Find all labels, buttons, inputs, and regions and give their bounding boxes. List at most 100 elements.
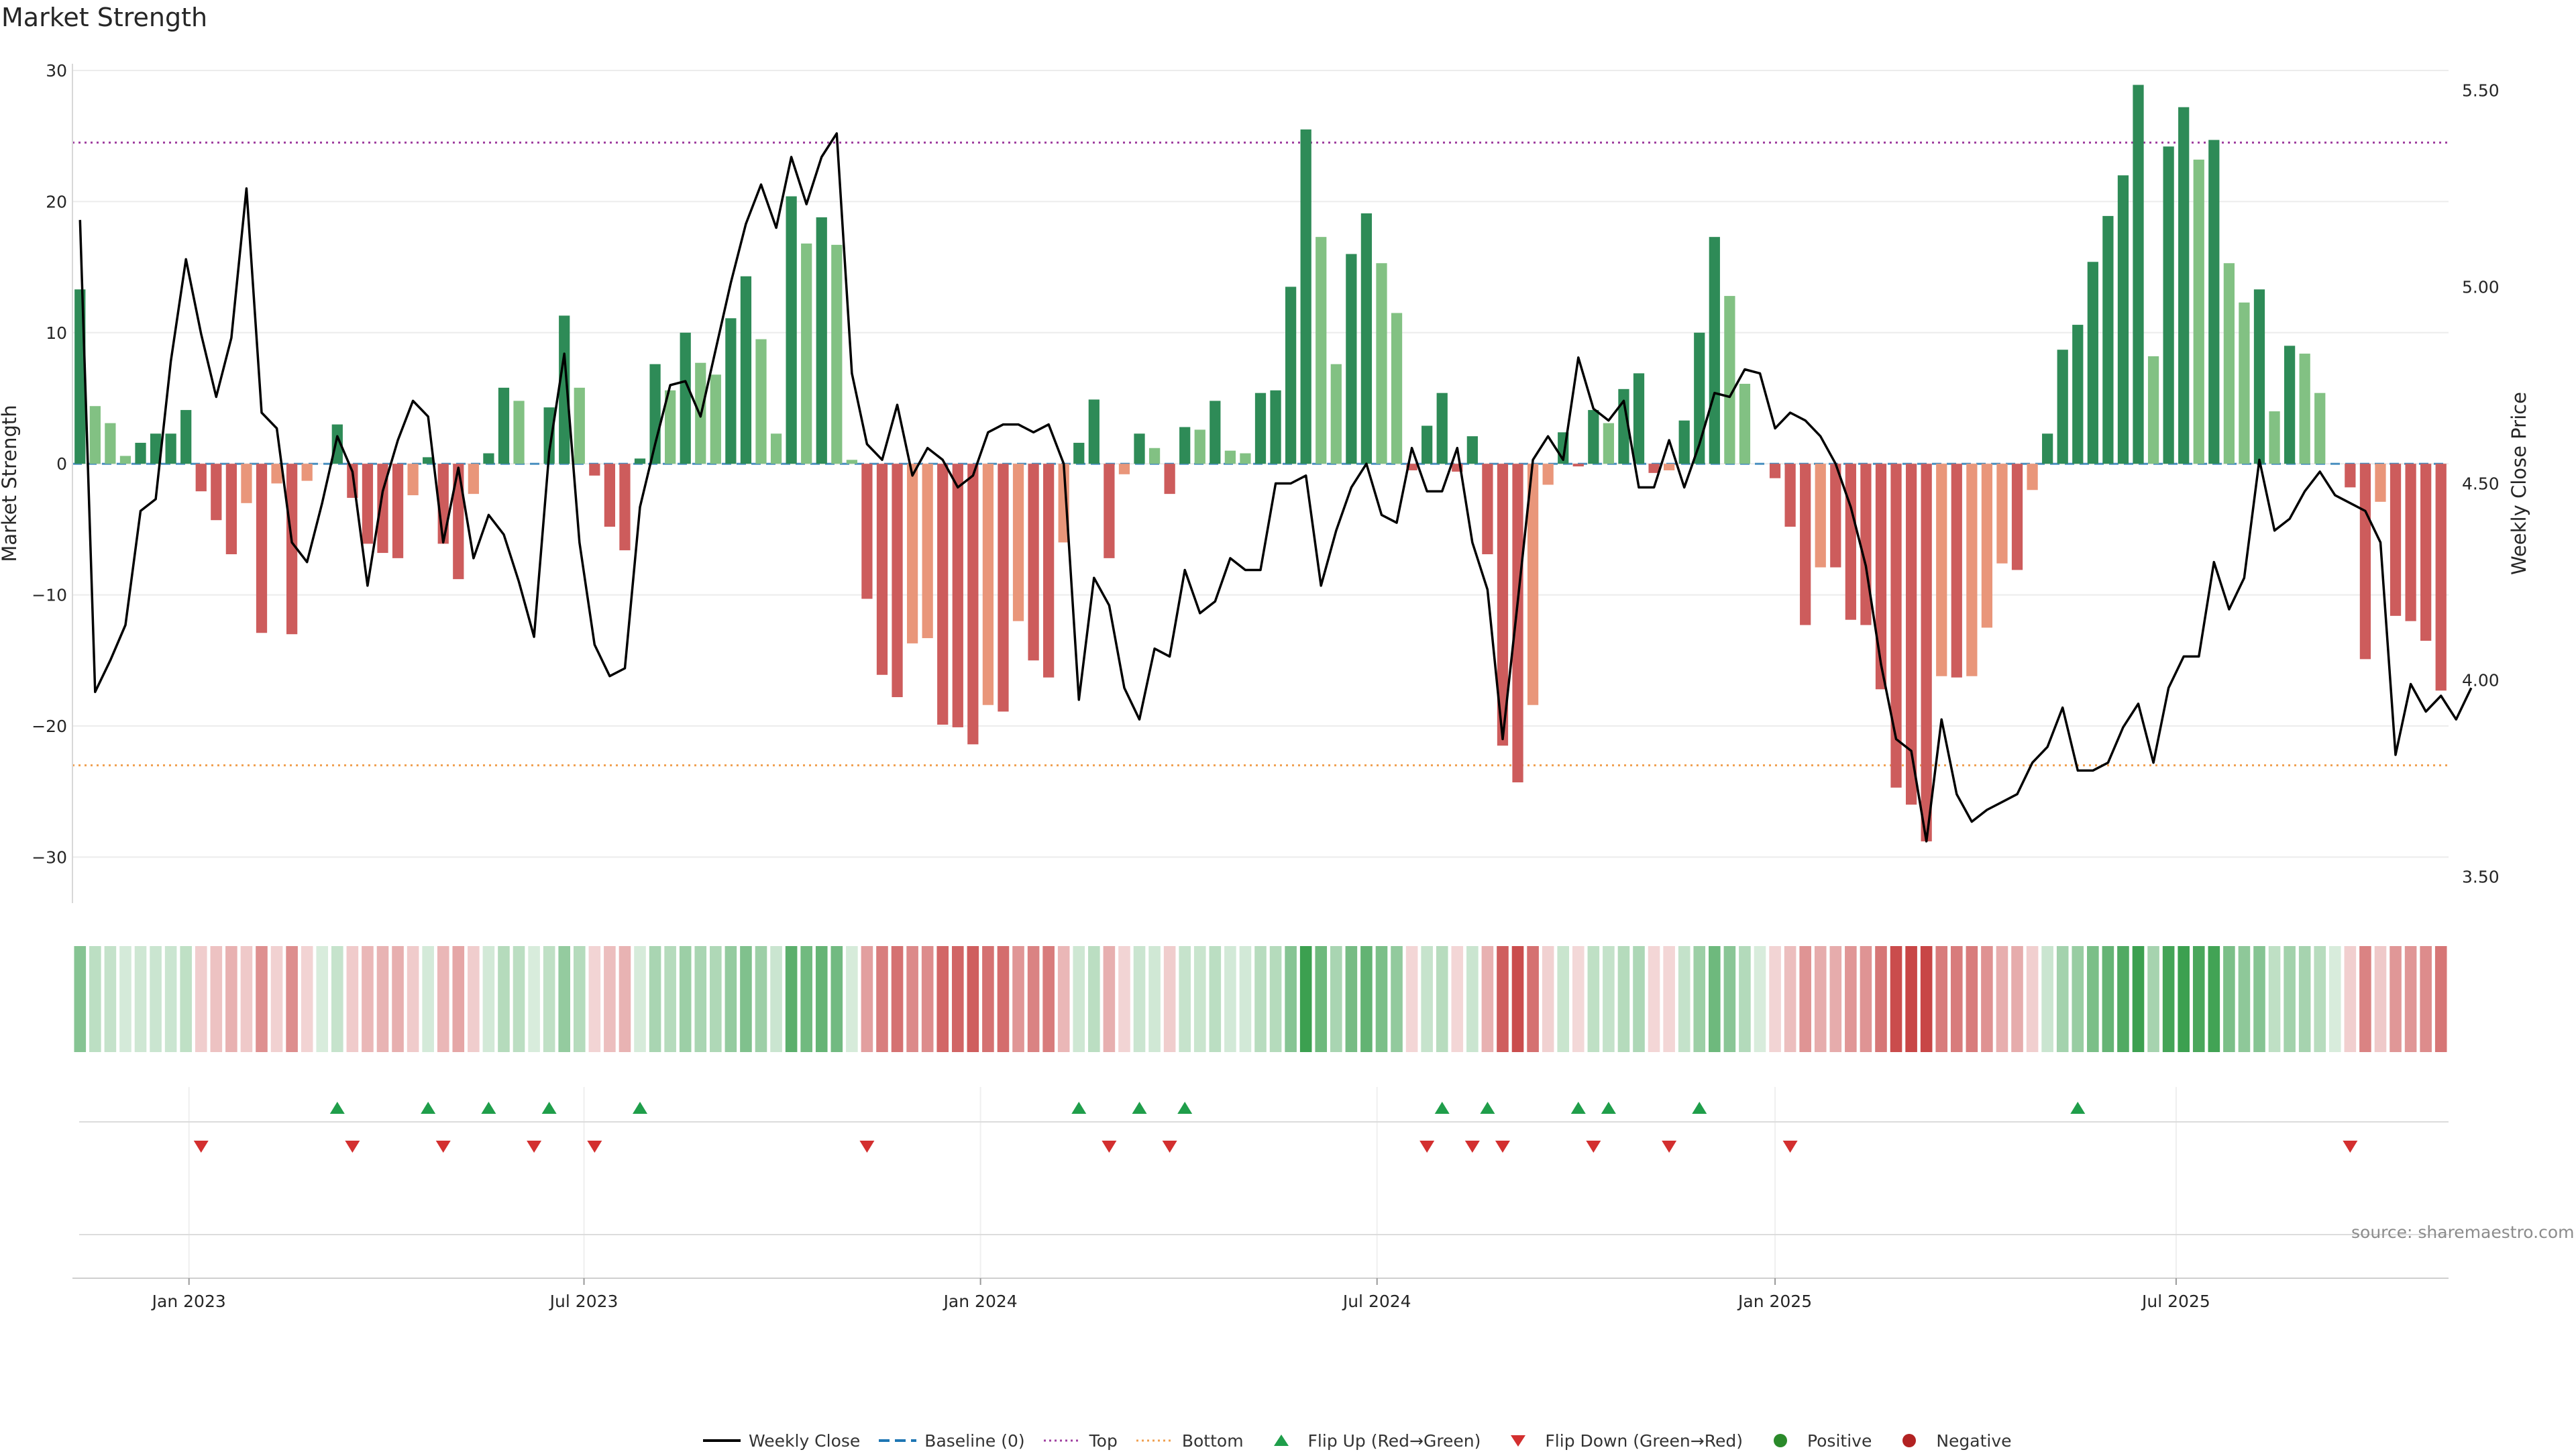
strength-bar <box>1466 436 1478 464</box>
strip-cell <box>225 946 237 1052</box>
flip-up-marker <box>421 1102 436 1114</box>
strip-cell <box>452 946 465 1052</box>
strip-cell <box>376 946 389 1052</box>
strength-bar <box>967 464 979 745</box>
strength-bar <box>2435 464 2447 691</box>
strip-cell <box>1860 946 1872 1052</box>
strength-bar <box>392 464 404 558</box>
strip-cell <box>195 946 207 1052</box>
strip-cell <box>240 946 253 1052</box>
strip-cell <box>1088 946 1100 1052</box>
strip-cell <box>1950 946 1963 1052</box>
strength-bar <box>2375 464 2386 502</box>
strip-cell <box>2147 946 2159 1052</box>
strength-bar <box>543 407 555 464</box>
strip-cell <box>1905 946 1917 1052</box>
strip-cell <box>1709 946 1721 1052</box>
strength-bar <box>649 364 661 464</box>
strength-bar <box>725 318 737 464</box>
strip-cell <box>2178 946 2190 1052</box>
strip-cell <box>724 946 737 1052</box>
strip-cell <box>1920 946 1933 1052</box>
strength-bar <box>1905 464 1917 805</box>
strip-cell <box>1829 946 1842 1052</box>
strip-cell <box>2011 946 2023 1052</box>
legend-item-bottom: Bottom <box>1136 1431 1244 1451</box>
strength-bar <box>2072 325 2084 464</box>
strength-bar <box>559 315 570 464</box>
flip-down-marker <box>859 1141 875 1153</box>
flip-up-marker <box>1071 1102 1087 1114</box>
strip-cell <box>270 946 283 1052</box>
strength-bar <box>2345 464 2356 488</box>
strength-bar <box>1028 464 1039 661</box>
strength-bar <box>513 401 525 464</box>
strength-bar <box>876 464 888 675</box>
strip-cell <box>513 946 525 1052</box>
strip-cell <box>150 946 162 1052</box>
strength-bar <box>180 410 192 464</box>
strength-bar <box>740 276 752 464</box>
strip-cell <box>2162 946 2175 1052</box>
strength-bar <box>1360 213 1373 464</box>
strength-bar <box>2253 289 2265 464</box>
strip-cell <box>1527 946 1539 1052</box>
strength-bar <box>1981 464 1993 628</box>
strip-cell <box>1345 946 1358 1052</box>
strip-cell <box>1421 946 1433 1052</box>
y2-tick-label: 4.50 <box>2462 474 2500 494</box>
strip-cell <box>1784 946 1796 1052</box>
strength-bar <box>407 464 419 496</box>
strength-bar <box>1648 464 1660 473</box>
strength-bar <box>2299 354 2310 464</box>
strip-cell <box>800 946 812 1052</box>
strength-bar <box>755 339 767 464</box>
y-tick-label: 30 <box>46 61 67 81</box>
strip-cell <box>286 946 298 1052</box>
strip-cell <box>1436 946 1448 1052</box>
legend-label: Top <box>1089 1431 1118 1451</box>
strength-bar <box>906 464 918 643</box>
strip-cell <box>74 946 87 1052</box>
flip-up-marker <box>2070 1102 2086 1114</box>
legend-item-flip_up: Flip Up (Red→Green) <box>1263 1431 1481 1451</box>
strength-bar <box>786 196 797 464</box>
strength-bar <box>1633 373 1645 464</box>
strength-bar <box>1330 364 1342 464</box>
legend-item-negative: Negative <box>1890 1431 2012 1451</box>
strip-cell <box>482 946 495 1052</box>
y-tick-label: −10 <box>32 586 67 605</box>
strength-bar <box>1118 464 1130 474</box>
strip-cell <box>1193 946 1206 1052</box>
strength-bar <box>271 464 282 484</box>
strip-cell <box>2117 946 2129 1052</box>
weekly-close-line <box>78 132 2473 843</box>
strength-bar <box>801 243 812 464</box>
flip-up-marker <box>1480 1102 1495 1114</box>
strength-bar <box>483 453 494 464</box>
strip-cell <box>891 946 904 1052</box>
strip-cell <box>2420 946 2432 1052</box>
strip-cell <box>921 946 934 1052</box>
legend-item-top: Top <box>1043 1431 1118 1451</box>
strip-cell <box>1769 946 1781 1052</box>
strength-bar <box>2178 107 2190 464</box>
y-tick-label: 0 <box>56 454 67 474</box>
flip-down-marker <box>1586 1141 1601 1153</box>
strength-bar <box>2042 433 2053 464</box>
strength-bar <box>1104 464 1115 558</box>
strength-bar <box>2147 356 2159 464</box>
strip-cell <box>830 946 843 1052</box>
strip-cell <box>164 946 177 1052</box>
strength-bar <box>1391 313 1403 464</box>
flip-down-marker <box>1495 1141 1510 1153</box>
strength-bar <box>1588 410 1599 464</box>
strength-bar <box>998 464 1009 712</box>
strength-bar <box>1164 464 1175 495</box>
legend-label: Baseline (0) <box>924 1431 1025 1451</box>
chart-legend: Weekly Close Baseline (0) Top Bottom Flip Up… <box>703 1427 2012 1454</box>
strip-cell <box>1405 946 1418 1052</box>
y-tick-label: −30 <box>32 847 67 867</box>
flip-down-marker <box>1464 1141 1480 1153</box>
strength-bar <box>2284 346 2296 464</box>
